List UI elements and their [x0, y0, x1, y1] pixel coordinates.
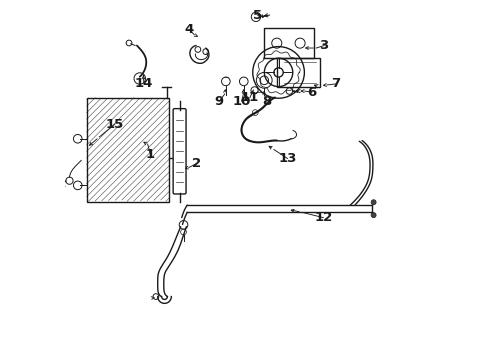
Text: 2: 2	[191, 157, 200, 170]
Bar	[276, 58, 319, 87]
Bar	[86, 98, 169, 202]
Text: 5: 5	[252, 9, 262, 22]
FancyBboxPatch shape	[173, 109, 185, 194]
Text: 10: 10	[232, 95, 250, 108]
Text: 12: 12	[314, 211, 332, 224]
Text: 11: 11	[240, 91, 259, 104]
Circle shape	[370, 200, 375, 205]
Text: 3: 3	[319, 39, 328, 52]
Text: 7: 7	[331, 77, 340, 90]
Text: 8: 8	[262, 95, 271, 108]
Text: 1: 1	[146, 148, 155, 161]
Text: 6: 6	[306, 86, 316, 99]
Text: 14: 14	[135, 77, 153, 90]
Text: 9: 9	[214, 95, 224, 108]
Text: 13: 13	[278, 152, 296, 165]
Text: 15: 15	[105, 118, 123, 131]
Circle shape	[370, 213, 375, 218]
Text: 4: 4	[184, 23, 193, 36]
